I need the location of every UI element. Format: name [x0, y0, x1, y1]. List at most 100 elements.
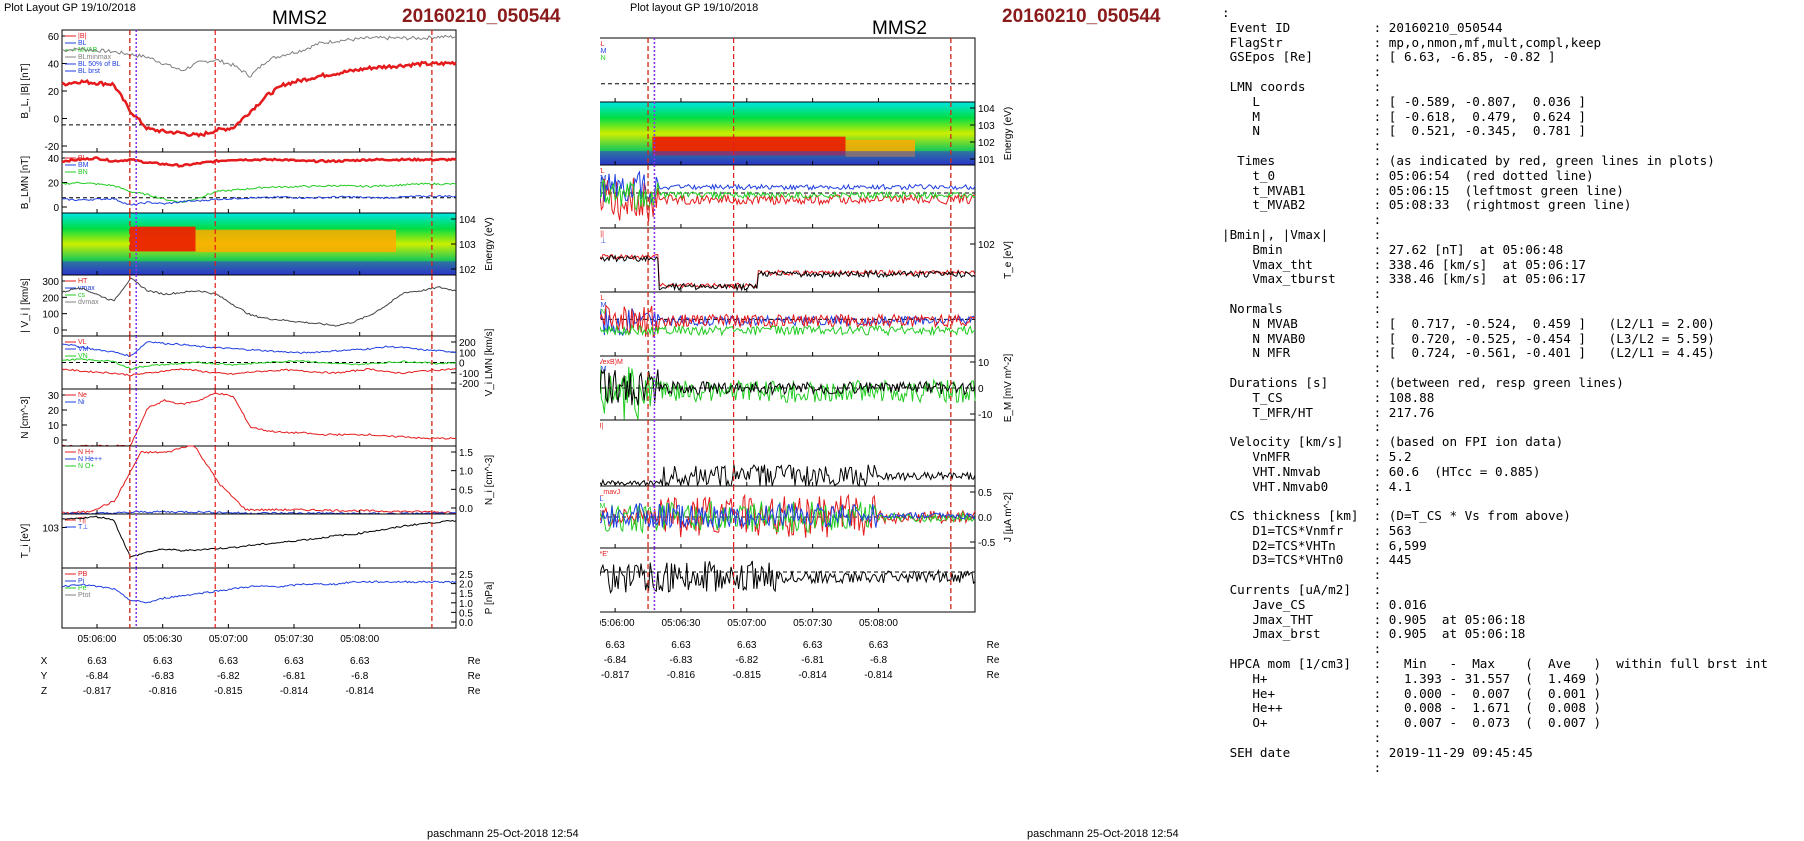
legend-label: Pe: [78, 585, 87, 592]
legend-label: JM: [600, 503, 606, 510]
y-tick-label: 20: [48, 406, 60, 417]
pos-value: -6.84: [86, 671, 109, 682]
pos-row-label: X: [41, 656, 48, 667]
legend-label: BL: [600, 41, 605, 48]
pos-value: -0.814: [280, 686, 309, 697]
pos-unit: Re: [468, 671, 481, 682]
series-line: [600, 178, 976, 212]
panel-frame: [61, 445, 457, 515]
heatmap-hot-region: [129, 226, 196, 252]
info-line: :: [1222, 493, 1382, 509]
pos-value: -0.814: [798, 670, 827, 681]
y-tick-label: 103: [42, 524, 59, 535]
pos-value: -0.815: [214, 686, 243, 697]
info-line: :: [1222, 286, 1382, 302]
legend-label: JL: [600, 496, 604, 503]
legend-label: dvmax: [78, 299, 99, 306]
middle-event-label: 20160210_050544: [1002, 6, 1161, 27]
series-line: [61, 181, 457, 204]
info-line: Event ID : 20160210_050544: [1222, 19, 1503, 35]
info-line: VnMFR : 5.2: [1222, 448, 1412, 464]
series-line: [600, 368, 976, 406]
y-tick-label: 0: [53, 203, 59, 214]
pos-value: 6.63: [803, 640, 823, 651]
info-line: VHT.Nmvab : 60.6 (HTcc = 0.885): [1222, 463, 1541, 479]
y-tick-label: 100: [459, 348, 476, 359]
y-tick-label: -100: [459, 369, 479, 380]
legend-label: |B|: [78, 33, 86, 40]
y-tick-label: 0: [53, 115, 59, 126]
panel-frame: [61, 567, 457, 629]
info-line: M : [ -0.618, 0.479, 0.624 ]: [1222, 108, 1586, 124]
pos-value: -0.815: [733, 670, 762, 681]
y-tick-label: 40: [48, 60, 60, 71]
pos-value: -0.817: [83, 686, 112, 697]
legend-label: T||: [78, 517, 86, 524]
heatmap-low-band: [600, 151, 975, 165]
pos-value: 6.63: [737, 640, 757, 651]
pos-value: -6.83: [670, 655, 693, 666]
heatmap-low-band: [62, 261, 456, 275]
legend-label: BM: [600, 48, 607, 55]
legend-label: (VexB)M: [600, 359, 623, 366]
y-axis-label: N [cm^-3]: [20, 396, 31, 439]
y-axis-label: J [µA m^-2]: [1003, 492, 1014, 542]
legend-label: |J|: [600, 423, 603, 430]
left-plot-header: Plot Layout GP 19/10/2018: [4, 2, 136, 14]
pos-value: -6.84: [604, 655, 627, 666]
y-tick-label: 103: [978, 121, 995, 132]
pos-value: -6.82: [735, 655, 758, 666]
y-axis-label: N_i [cm^-3]: [484, 455, 495, 505]
series-line: [61, 34, 457, 78]
heatmap-hot-region: [652, 136, 846, 156]
y-axis-label: B_LMN [nT]: [20, 156, 31, 210]
info-line: Velocity [km/s] : (based on FPI ion data…: [1222, 434, 1564, 450]
info-line: Times : (as indicated by red, green line…: [1222, 152, 1715, 168]
panel-left-3: 104 103 102 Energy (eV): [61, 212, 495, 276]
y-tick-label: 40: [48, 154, 60, 165]
legend-label: EL: [600, 295, 605, 302]
legend-label: EM: [600, 302, 607, 309]
left-footer: paschmann 25-Oct-2018 12:54: [427, 828, 579, 840]
series-line: [600, 365, 976, 420]
y-tick-label: -10: [978, 410, 993, 421]
pos-row-label: Y: [41, 671, 48, 682]
legend-label: Ni: [78, 399, 85, 406]
y-tick-label: 102: [978, 138, 995, 149]
pos-unit: Re: [987, 655, 1000, 666]
info-line: T_MFR/HT : 217.76: [1222, 404, 1435, 420]
x-tick-label: 05:06:00: [600, 618, 635, 629]
x-tick-label: 05:07:00: [727, 618, 766, 629]
y-tick-label: 0.5: [459, 608, 473, 619]
series-line: [600, 304, 976, 338]
info-line: :: [1222, 730, 1382, 746]
pos-value: -0.817: [601, 670, 630, 681]
y-tick-label: 30: [48, 391, 60, 402]
pos-value: 6.63: [350, 656, 370, 667]
y-axis-label: P [nPa]: [484, 581, 495, 614]
y-tick-label: 60: [48, 32, 60, 43]
middle-plot-header: Plot layout GP 19/10/2018: [630, 2, 759, 14]
panel-mid-8: 0.50.0-0.5J [µA m^-2]J_mavJJLJMJN: [600, 485, 1014, 549]
series-line: [600, 502, 976, 529]
pos-value: -0.814: [864, 670, 893, 681]
y-axis-label: T_i [eV]: [20, 524, 31, 559]
pos-value: 6.63: [87, 656, 107, 667]
y-tick-label: 20: [48, 179, 60, 190]
pos-value: -6.83: [151, 671, 174, 682]
legend-label: J_mavJ: [600, 489, 620, 496]
info-line: D2=TCS*VHTn : 6,599: [1222, 537, 1427, 553]
info-line: :: [1222, 567, 1382, 583]
legend-label: T||: [600, 231, 604, 238]
y-axis-label: B_L, |B| [nT]: [20, 63, 31, 118]
series-line: [600, 170, 976, 204]
y-tick-label: 200: [459, 338, 476, 349]
info-line: :: [1222, 212, 1382, 228]
x-tick-label: 05:08:00: [340, 634, 379, 645]
y-tick-label: 1.0: [459, 467, 473, 478]
legend-label: HT: [78, 278, 88, 285]
y-tick-label: 10: [978, 358, 990, 369]
